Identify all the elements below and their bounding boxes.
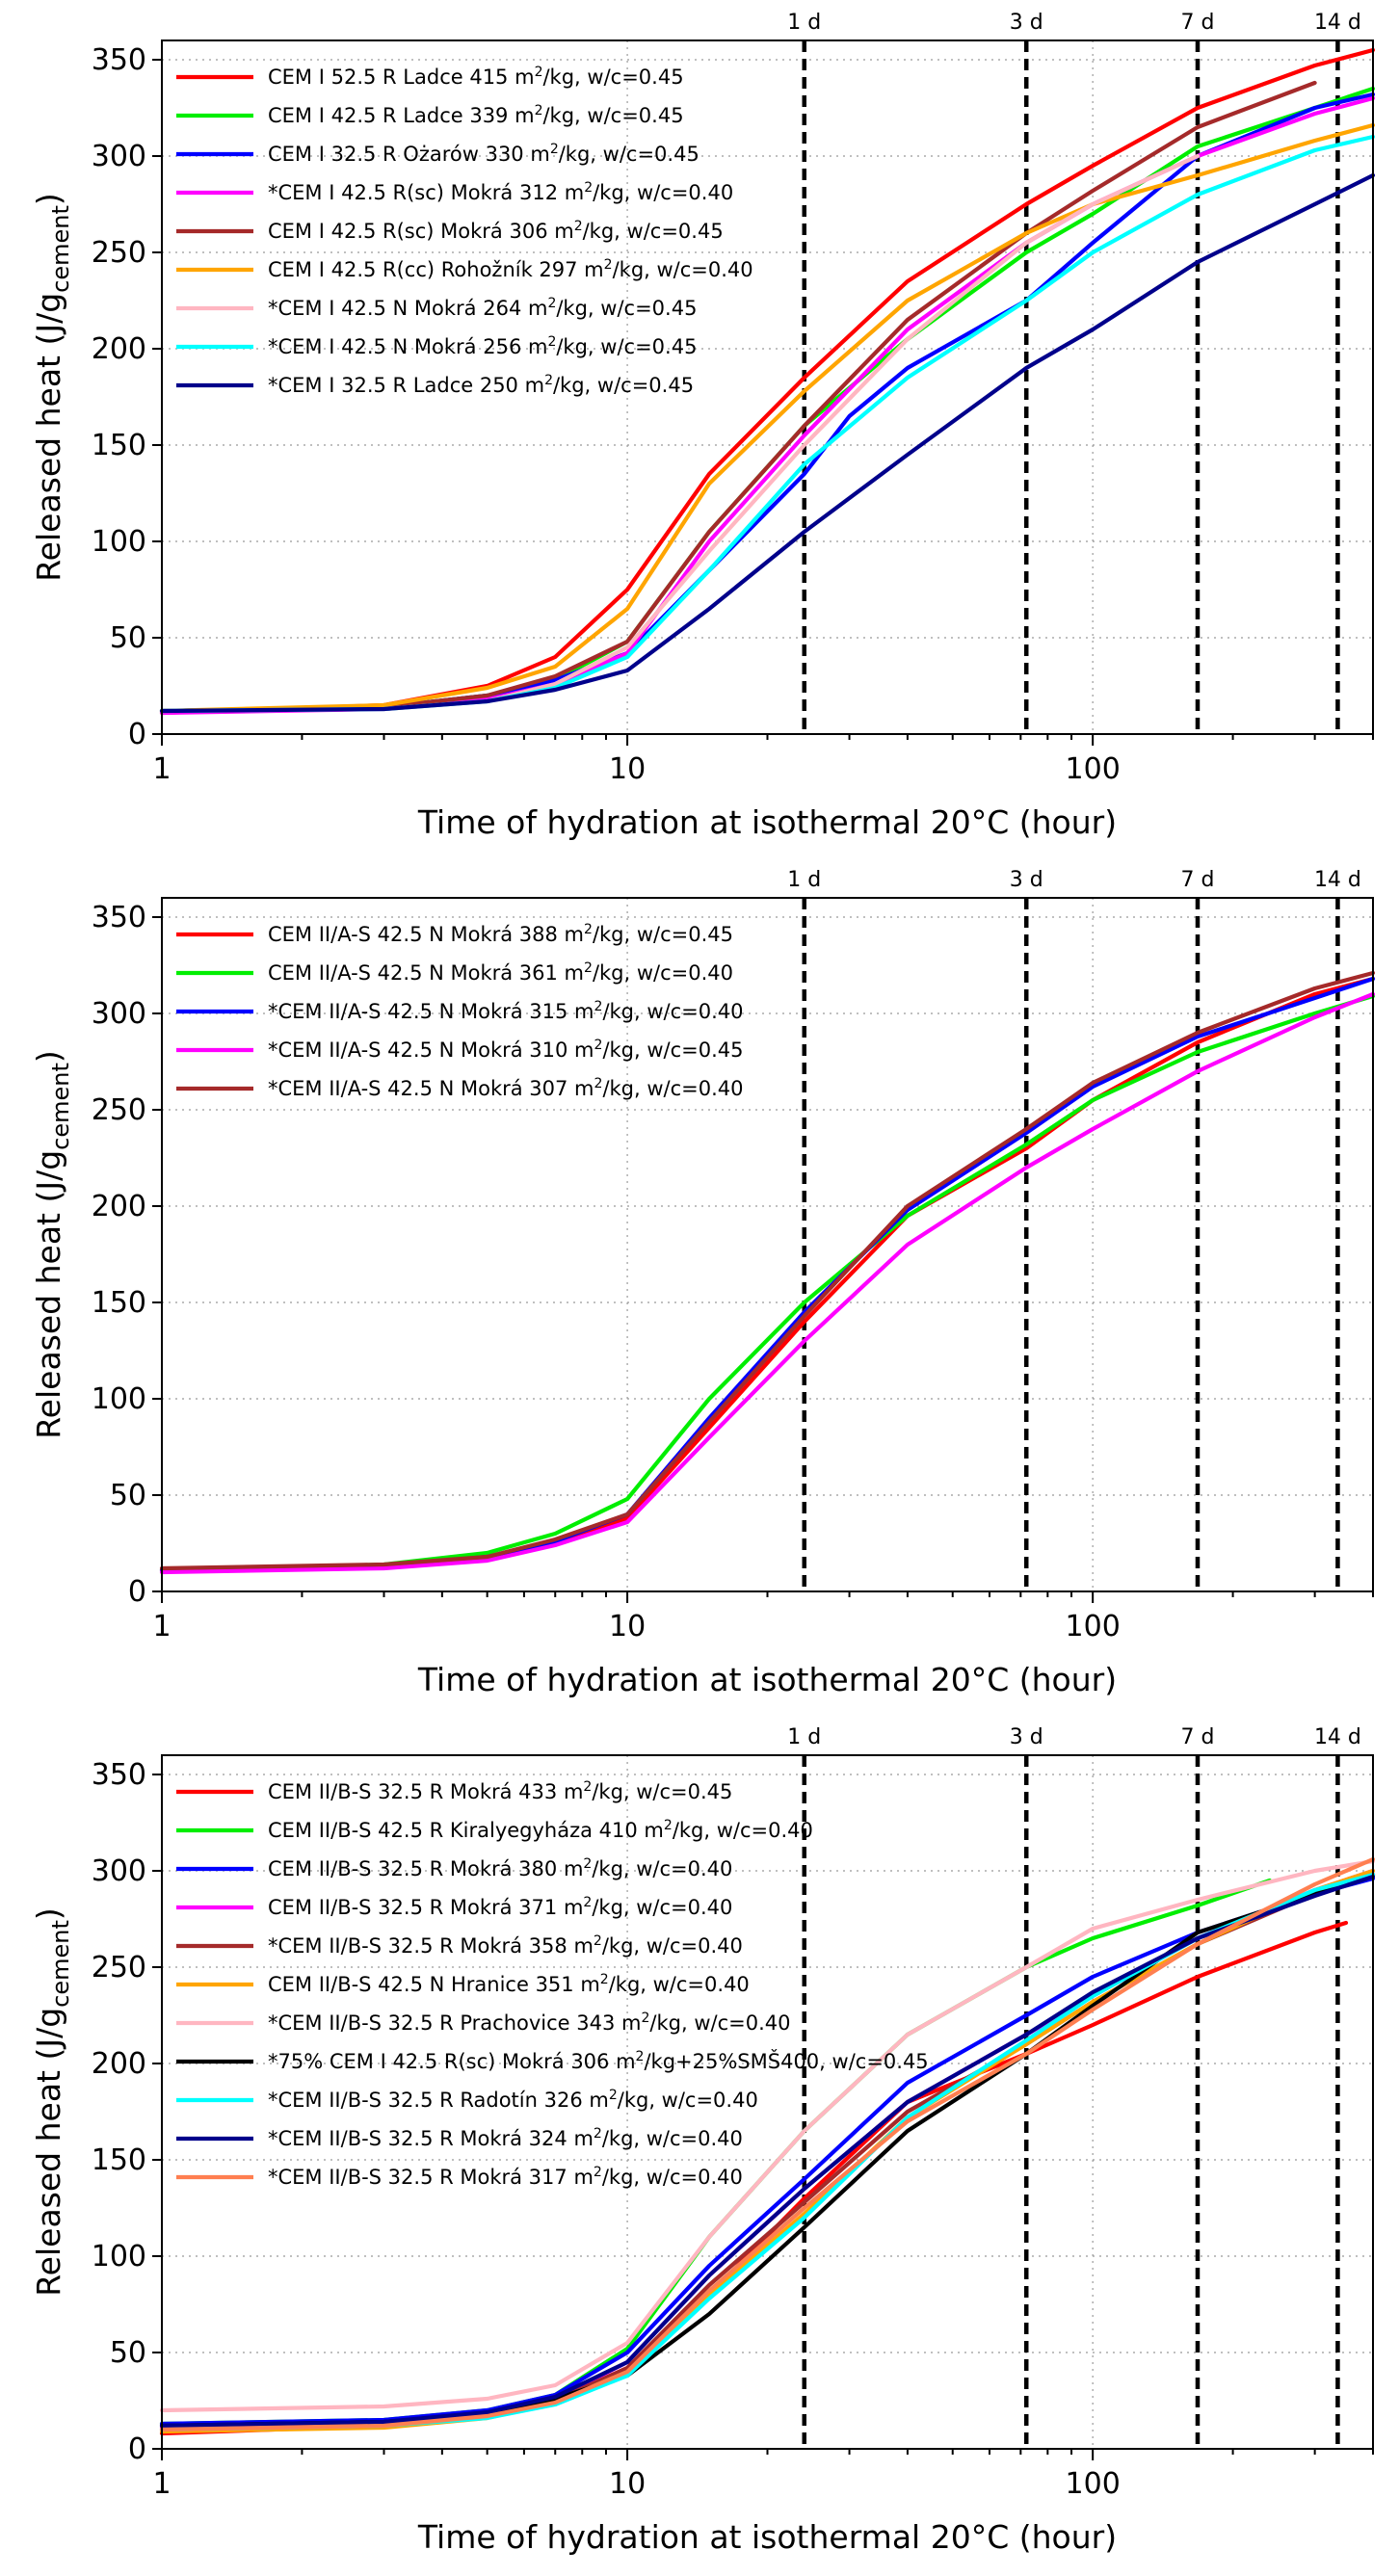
- y-tick-label: 300: [92, 997, 146, 1031]
- y-tick-label: 250: [92, 1093, 146, 1127]
- y-tick-label: 100: [92, 2240, 146, 2274]
- heat-chart-cem-ii-a-s: 1 d 3 d 7 d 14 d 0 50 100 150 200 250 300 350 1 10 100…: [30, 868, 1376, 1698]
- legend-entry-label: *CEM I 42.5 N Mokrá 256 m2/kg, w/c=0.45: [268, 334, 697, 358]
- x-axis-label: Time of hydration at isothermal 20°C (ho…: [417, 803, 1117, 841]
- heat-chart-cem-ii-b-s: 1 d 3 d 7 d 14 d 0 50 100 150 200 250 300 350 1 10 100…: [30, 1725, 1376, 2556]
- legend-entry-label: CEM I 42.5 R(sc) Mokrá 306 m2/kg, w/c=0.…: [268, 219, 724, 243]
- y-tick-label: 350: [92, 43, 146, 77]
- x-tick-label: 1: [152, 1610, 171, 1643]
- y-tick-label: 250: [92, 1951, 146, 1985]
- series-line: [159, 993, 1376, 1573]
- series-line: [159, 1872, 1376, 2432]
- x-tick-label: 1: [152, 2467, 171, 2501]
- y-tick-label: 150: [92, 2143, 146, 2177]
- legend-entry-label: *CEM II/B-S 32.5 R Mokrá 317 m2/kg, w/c=…: [268, 2165, 743, 2189]
- series-line: [159, 80, 1317, 714]
- legend-entry-label: CEM II/B-S 32.5 R Mokrá 433 m2/kg, w/c=0…: [268, 1779, 732, 1803]
- x-tick-label: 100: [1066, 1610, 1121, 1643]
- legend-entry-label: CEM II/B-S 32.5 R Mokrá 380 m2/kg, w/c=0…: [268, 1856, 732, 1880]
- legend-entry-label: CEM I 52.5 R Ladce 415 m2/kg, w/c=0.45: [268, 65, 684, 89]
- series-line: [159, 1856, 1376, 2432]
- legend-entry-label: *CEM I 32.5 R Ladce 250 m2/kg, w/c=0.45: [268, 373, 694, 397]
- series-line: [159, 976, 1376, 1573]
- legend-entry-label: CEM II/B-S 42.5 R Kiralyegyháza 410 m2/k…: [268, 1818, 813, 1842]
- legend-entry-label: CEM I 42.5 R(cc) Rohožník 297 m2/kg, w/c…: [268, 257, 753, 281]
- y-tick-label: 100: [92, 1382, 146, 1416]
- legend-entry-label: *CEM II/B-S 32.5 R Mokrá 324 m2/kg, w/c=…: [268, 2126, 743, 2150]
- legend-entry-label: *75% CEM I 42.5 R(sc) Mokrá 306 m2/kg+25…: [268, 2049, 929, 2073]
- x-tick-label: 100: [1066, 752, 1121, 786]
- series-line: [159, 1876, 1376, 2427]
- y-tick-label: 200: [92, 1190, 146, 1223]
- heat-chart-cem-i: 1 d 3 d 7 d 14 d 0 50 100 150 200 250 300 350 1 10 100…: [30, 11, 1376, 841]
- legend-entry-label: CEM II/A-S 42.5 N Mokrá 361 m2/kg, w/c=0…: [268, 960, 733, 985]
- legend-entry-label: *CEM I 42.5 R(sc) Mokrá 312 m2/kg, w/c=0…: [268, 180, 733, 204]
- day-marker-label: 1 d: [787, 1725, 821, 1749]
- legend-entry-label: *CEM II/B-S 32.5 R Mokrá 358 m2/kg, w/c=…: [268, 1933, 743, 1958]
- day-marker-label: 3 d: [1010, 11, 1043, 35]
- y-tick-label: 150: [92, 1286, 146, 1320]
- y-tick-label: 0: [128, 1575, 146, 1609]
- series-line: [159, 1878, 1272, 2427]
- x-tick-label: 100: [1066, 2467, 1121, 2501]
- day-marker-label: 3 d: [1010, 1725, 1043, 1749]
- y-tick-label: 350: [92, 901, 146, 934]
- legend-entry-label: *CEM II/A-S 42.5 N Mokrá 315 m2/kg, w/c=…: [268, 999, 744, 1023]
- day-marker-label: 3 d: [1010, 868, 1043, 892]
- day-marker-label: 7 d: [1181, 11, 1215, 35]
- legend-entry-label: CEM II/B-S 32.5 R Mokrá 371 m2/kg, w/c=0…: [268, 1895, 732, 1919]
- y-tick-label: 200: [92, 2047, 146, 2081]
- y-tick-label: 0: [128, 2432, 146, 2466]
- day-marker-label: 14 d: [1314, 1725, 1361, 1749]
- series-line: [159, 976, 1376, 1573]
- legend-entry-label: *CEM I 42.5 N Mokrá 264 m2/kg, w/c=0.45: [268, 296, 697, 320]
- y-tick-label: 150: [92, 429, 146, 462]
- legend-entry-label: CEM I 42.5 R Ladce 339 m2/kg, w/c=0.45: [268, 103, 684, 127]
- y-tick-label: 0: [128, 718, 146, 751]
- day-marker-label: 1 d: [787, 868, 821, 892]
- x-tick-label: 1: [152, 752, 171, 786]
- y-tick-label: 100: [92, 525, 146, 559]
- x-tick-label: 10: [609, 752, 646, 786]
- series-line: [159, 172, 1376, 714]
- y-tick-label: 350: [92, 1758, 146, 1792]
- x-tick-label: 10: [609, 1610, 646, 1643]
- y-tick-label: 50: [110, 1479, 146, 1512]
- x-axis-label: Time of hydration at isothermal 20°C (ho…: [417, 1661, 1117, 1698]
- series-line: [159, 122, 1376, 714]
- y-tick-label: 300: [92, 1854, 146, 1888]
- y-tick-label: 50: [110, 2336, 146, 2370]
- day-marker-label: 7 d: [1181, 1725, 1215, 1749]
- legend-entry-label: *CEM II/B-S 32.5 R Radotín 326 m2/kg, w/…: [268, 2088, 758, 2112]
- x-axis-label: Time of hydration at isothermal 20°C (ho…: [417, 2518, 1117, 2556]
- y-axis-label: Released heat (J/gcement): [30, 1050, 74, 1439]
- y-axis-label: Released heat (J/gcement): [30, 1907, 74, 2297]
- y-tick-label: 200: [92, 332, 146, 366]
- legend-entry-label: CEM I 32.5 R Ożarów 330 m2/kg, w/c=0.45: [268, 142, 700, 166]
- legend-entry-label: *CEM II/B-S 32.5 R Prachovice 343 m2/kg,…: [268, 2011, 791, 2035]
- legend-entry-label: *CEM II/A-S 42.5 N Mokrá 307 m2/kg, w/c=…: [268, 1076, 744, 1100]
- legend-entry-label: CEM II/A-S 42.5 N Mokrá 388 m2/kg, w/c=0…: [268, 922, 733, 946]
- y-tick-label: 50: [110, 621, 146, 655]
- series-line: [159, 991, 1376, 1575]
- legend-entry-label: CEM II/B-S 42.5 N Hranice 351 m2/kg, w/c…: [268, 1972, 750, 1996]
- day-marker-label: 14 d: [1314, 868, 1361, 892]
- series-line: [159, 1874, 1376, 2429]
- series-line: [159, 1858, 1376, 2413]
- day-marker-label: 14 d: [1314, 11, 1361, 35]
- y-tick-label: 300: [92, 140, 146, 173]
- day-marker-label: 7 d: [1181, 868, 1215, 892]
- day-marker-label: 1 d: [787, 11, 821, 35]
- y-axis-label: Released heat (J/gcement): [30, 193, 74, 582]
- series-line: [159, 1872, 1376, 2432]
- series-line: [159, 970, 1376, 1571]
- x-tick-label: 10: [609, 2467, 646, 2501]
- legend-entry-label: *CEM II/A-S 42.5 N Mokrá 310 m2/kg, w/c=…: [268, 1038, 744, 1062]
- y-tick-label: 250: [92, 236, 146, 270]
